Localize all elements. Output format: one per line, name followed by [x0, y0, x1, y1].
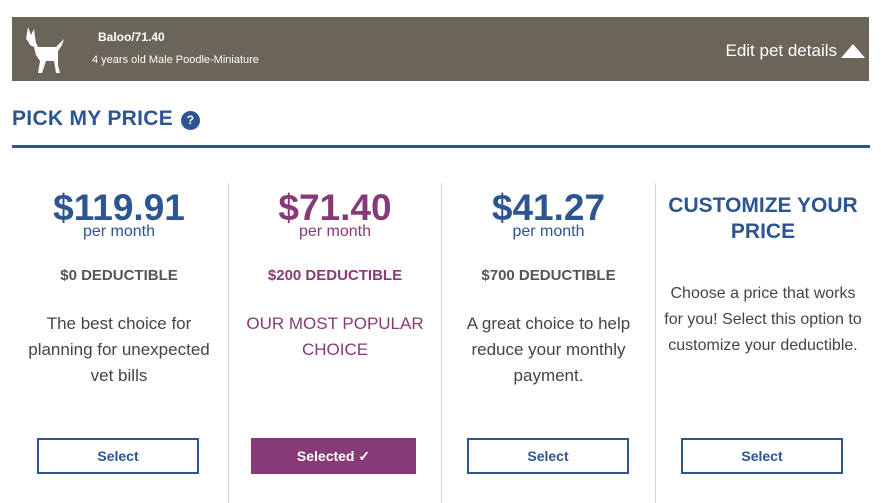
question-icon[interactable]: ?: [181, 111, 201, 130]
plan-deductible: $700 DEDUCTIBLE: [481, 267, 616, 284]
plan-description: The best choice for planning for unexpec…: [28, 314, 210, 385]
plan-description: A great choice to help reduce your month…: [466, 314, 631, 385]
plan-period: per month: [512, 223, 585, 240]
select-customize-button[interactable]: Select: [681, 438, 843, 474]
plan-period: per month: [298, 223, 372, 240]
edit-pet-details-link[interactable]: Edit pet details: [725, 41, 865, 61]
select-plan-button[interactable]: Select: [467, 438, 629, 474]
pet-name-price: Baloo/71.40: [98, 30, 165, 44]
plan-price: $71.40: [278, 187, 392, 228]
pet-header-bar: Baloo/71.40 4 years old Male Poodle-Mini…: [12, 17, 869, 81]
select-plan-button[interactable]: Select: [37, 438, 199, 474]
pet-description: 4 years old Male Poodle-Miniature: [92, 54, 259, 66]
edit-pet-label: Edit pet details: [725, 41, 837, 60]
customize-price-card: CUSTOMIZE YOUR PRICE Choose a price that…: [655, 183, 870, 503]
selected-plan-button[interactable]: Selected ✓: [251, 438, 416, 474]
section-title-text: PICK MY PRICE: [12, 107, 174, 130]
dog-icon: [26, 27, 64, 73]
plan-card-200-deductible: $71.40 per month $200 DEDUCTIBLE OUR MOS…: [228, 183, 441, 503]
plan-price: $41.27: [491, 187, 606, 228]
plan-card-700-deductible: $41.27 per month $700 DEDUCTIBLE A great…: [441, 183, 655, 503]
plan-period: per month: [82, 223, 156, 240]
plan-price: $119.91: [53, 187, 185, 228]
caret-up-icon: [841, 44, 865, 58]
plan-deductible: $0 DEDUCTIBLE: [60, 267, 178, 284]
customize-description: Choose a price that works for you! Selec…: [664, 285, 862, 354]
section-title: PICK MY PRICE ?: [12, 107, 201, 131]
plan-description: OUR MOST POPULAR CHOICE: [246, 314, 424, 359]
plan-deductible: $200 DEDUCTIBLE: [267, 267, 403, 284]
plan-card-0-deductible: $119.91 per month $0 DEDUCTIBLE The best…: [12, 183, 226, 503]
customize-title: CUSTOMIZE YOUR PRICE: [668, 194, 858, 243]
section-divider: [12, 145, 870, 148]
